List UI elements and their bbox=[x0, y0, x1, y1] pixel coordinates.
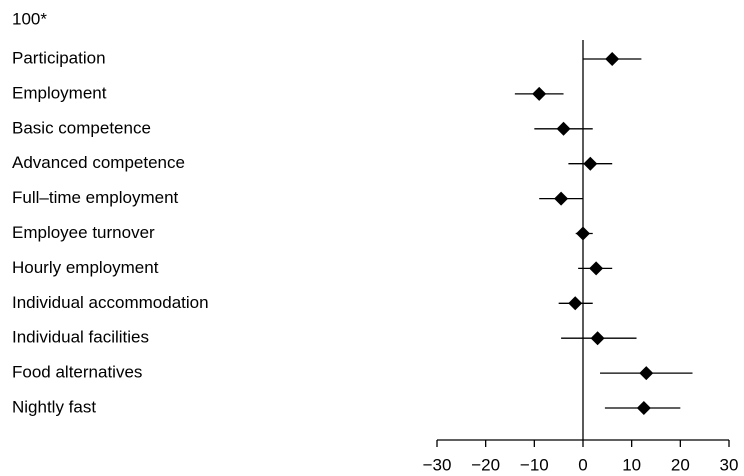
estimate-diamond bbox=[532, 86, 547, 101]
category-label: Employment bbox=[12, 83, 107, 102]
estimate-diamond bbox=[576, 226, 590, 241]
category-label: Participation bbox=[12, 48, 106, 67]
category-label: Full–time employment bbox=[12, 188, 179, 207]
x-tick-label: −30 bbox=[423, 455, 452, 474]
estimate-diamond bbox=[583, 156, 598, 171]
x-tick-label: 0 bbox=[578, 455, 587, 474]
estimate-diamond bbox=[605, 52, 620, 66]
category-label: Individual accommodation bbox=[12, 293, 209, 312]
estimate-diamond bbox=[568, 296, 583, 311]
x-tick-label: 10 bbox=[622, 455, 641, 474]
estimate-diamond bbox=[554, 191, 569, 206]
category-label: Food alternatives bbox=[12, 363, 142, 382]
x-tick-label: −10 bbox=[520, 455, 549, 474]
category-label: Hourly employment bbox=[12, 258, 159, 277]
estimate-diamond bbox=[590, 331, 605, 346]
x-tick-label: 30 bbox=[720, 455, 739, 474]
estimate-diamond bbox=[556, 121, 571, 136]
estimate-diamond bbox=[639, 366, 654, 381]
estimate-diamond bbox=[636, 401, 651, 415]
category-label: Basic competence bbox=[12, 118, 151, 137]
category-label: Advanced competence bbox=[12, 153, 185, 172]
category-label: Employee turnover bbox=[12, 223, 155, 242]
x-tick-label: 20 bbox=[671, 455, 690, 474]
header: 100* bbox=[12, 9, 47, 28]
category-label: Individual facilities bbox=[12, 328, 149, 347]
x-tick-label: −20 bbox=[471, 455, 500, 474]
category-label: Nightly fast bbox=[12, 397, 96, 416]
estimate-diamond bbox=[589, 261, 604, 276]
